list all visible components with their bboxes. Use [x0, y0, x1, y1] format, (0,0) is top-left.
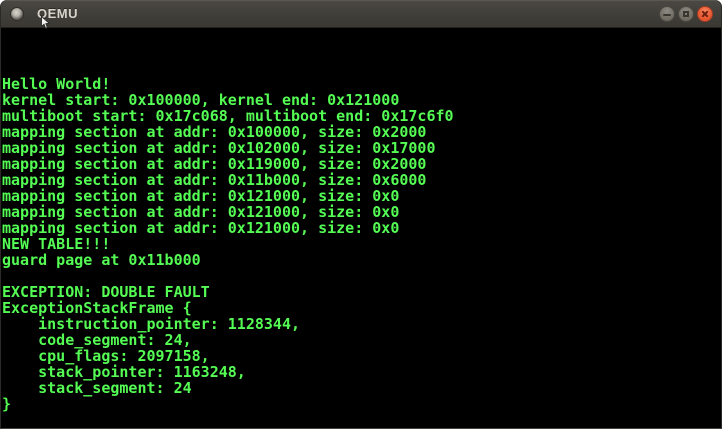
terminal-line: ExceptionStackFrame {	[2, 299, 192, 317]
terminal-line: Hello World!	[2, 75, 111, 93]
terminal-line	[1, 44, 721, 60]
maximize-icon	[683, 10, 689, 17]
terminal-line: guard page at 0x11b000	[2, 251, 201, 269]
app-icon	[10, 6, 24, 21]
terminal-line: cpu_flags: 2097158,	[2, 347, 210, 365]
terminal-line: mapping section at addr: 0x102000, size:…	[2, 139, 436, 157]
terminal-line	[1, 60, 721, 76]
window-controls	[659, 5, 713, 22]
terminal-line: mapping section at addr: 0x121000, size:…	[2, 203, 400, 221]
terminal-line: stack_pointer: 1163248,	[2, 363, 246, 381]
terminal-line: mapping section at addr: 0x11b000, size:…	[2, 171, 427, 189]
minimize-button[interactable]	[659, 5, 675, 22]
terminal-line: kernel start: 0x100000, kernel end: 0x12…	[2, 91, 400, 109]
window-titlebar[interactable]: QEMU	[1, 0, 721, 28]
terminal-line: instruction_pointer: 1128344,	[2, 315, 301, 333]
vga-display[interactable]: Hello World! kernel start: 0x100000, kern…	[1, 28, 721, 428]
maximize-button[interactable]	[678, 5, 694, 22]
terminal-line: mapping section at addr: 0x100000, size:…	[2, 123, 427, 141]
terminal-line: mapping section at addr: 0x121000, size:…	[2, 187, 400, 205]
close-button[interactable]	[697, 5, 713, 22]
window-title: QEMU	[37, 6, 78, 21]
terminal-line: mapping section at addr: 0x121000, size:…	[2, 219, 400, 237]
terminal-line: NEW TABLE!!!	[2, 235, 111, 253]
terminal-line: stack_segment: 24	[2, 379, 192, 397]
terminal-line	[1, 28, 721, 44]
terminal-line: multiboot start: 0x17c068, multiboot end…	[2, 107, 454, 125]
minimize-icon	[663, 13, 671, 16]
terminal-line: EXCEPTION: DOUBLE FAULT	[2, 283, 210, 301]
terminal-line: mapping section at addr: 0x119000, size:…	[2, 155, 427, 173]
terminal-line: }	[2, 395, 12, 413]
terminal-line: code_segment: 24,	[2, 331, 192, 349]
terminal-line	[1, 268, 721, 284]
